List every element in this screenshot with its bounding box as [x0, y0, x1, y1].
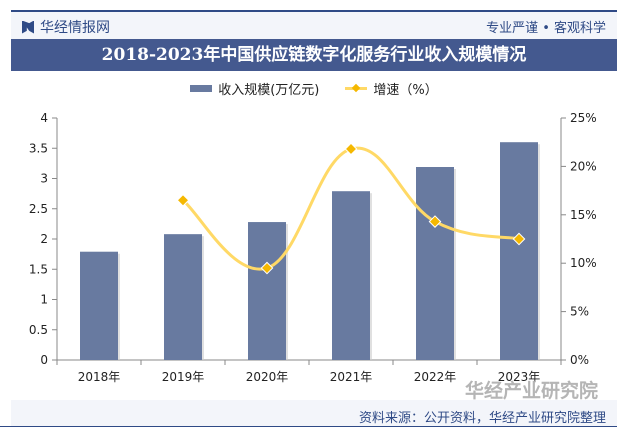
right-tick-label: 5% [570, 305, 589, 319]
legend-item-revenue: 收入规模(万亿元) [190, 79, 319, 98]
bar-1 [164, 234, 202, 360]
left-tick-label: 0.5 [29, 323, 48, 337]
bar-2 [248, 222, 286, 360]
growth-marker [428, 215, 442, 228]
left-tick-label: 1 [40, 293, 48, 307]
chart-title: 2018-2023年中国供应链数字化服务行业收入规模情况 [11, 39, 617, 71]
legend-bar-swatch [190, 85, 213, 92]
footer-bar [11, 400, 617, 426]
left-tick-label: 0 [40, 353, 48, 367]
right-tick-label: 15% [570, 208, 597, 222]
brand-logo: 华经情报网 [22, 17, 110, 37]
right-tick-label: 0% [570, 353, 589, 367]
bar-5 [500, 142, 538, 360]
left-tick-label: 3 [40, 172, 48, 186]
left-tick-label: 4 [40, 111, 48, 125]
top-rule [11, 10, 617, 12]
legend-label: 收入规模(万亿元) [218, 83, 320, 98]
bar-4 [416, 167, 454, 360]
x-tick-label: 2018年 [78, 370, 121, 384]
legend-line-swatch [345, 87, 368, 90]
left-tick-label: 1.5 [29, 262, 48, 276]
left-tick-label: 2.5 [29, 202, 48, 216]
growth-line [182, 146, 520, 271]
growth-marker [260, 261, 274, 275]
bar-0 [80, 251, 118, 360]
bar-3 [332, 191, 370, 360]
growth-marker [176, 193, 190, 207]
source-note: 资料来源：公开资料，华经产业研究院整理 [358, 411, 606, 426]
x-tick-label: 2023年 [498, 370, 541, 384]
legend: 收入规模(万亿元) 增速（%） [0, 79, 628, 98]
growth-marker [344, 142, 358, 156]
legend-label: 增速（%） [373, 83, 438, 98]
x-tick-label: 2022年 [414, 370, 457, 384]
left-tick-label: 2 [40, 232, 48, 246]
growth-marker [512, 232, 526, 246]
slogan: 专业严谨 • 客观科学 [486, 21, 606, 36]
left-tick-label: 3.5 [29, 141, 48, 155]
right-tick-label: 25% [570, 111, 597, 125]
right-tick-label: 20% [570, 159, 597, 173]
header-bar [11, 12, 617, 39]
bottom-rule [0, 426, 617, 427]
brand-name: 华经情报网 [40, 20, 110, 36]
x-tick-label: 2021年 [330, 370, 373, 384]
watermark-text: 华经产业研究院 [465, 379, 598, 402]
x-tick-label: 2019年 [162, 370, 205, 384]
x-tick-label: 2020年 [246, 370, 289, 384]
brand-logo-icon [22, 20, 34, 34]
right-tick-label: 10% [570, 256, 597, 270]
legend-item-growth: 增速（%） [345, 79, 438, 98]
